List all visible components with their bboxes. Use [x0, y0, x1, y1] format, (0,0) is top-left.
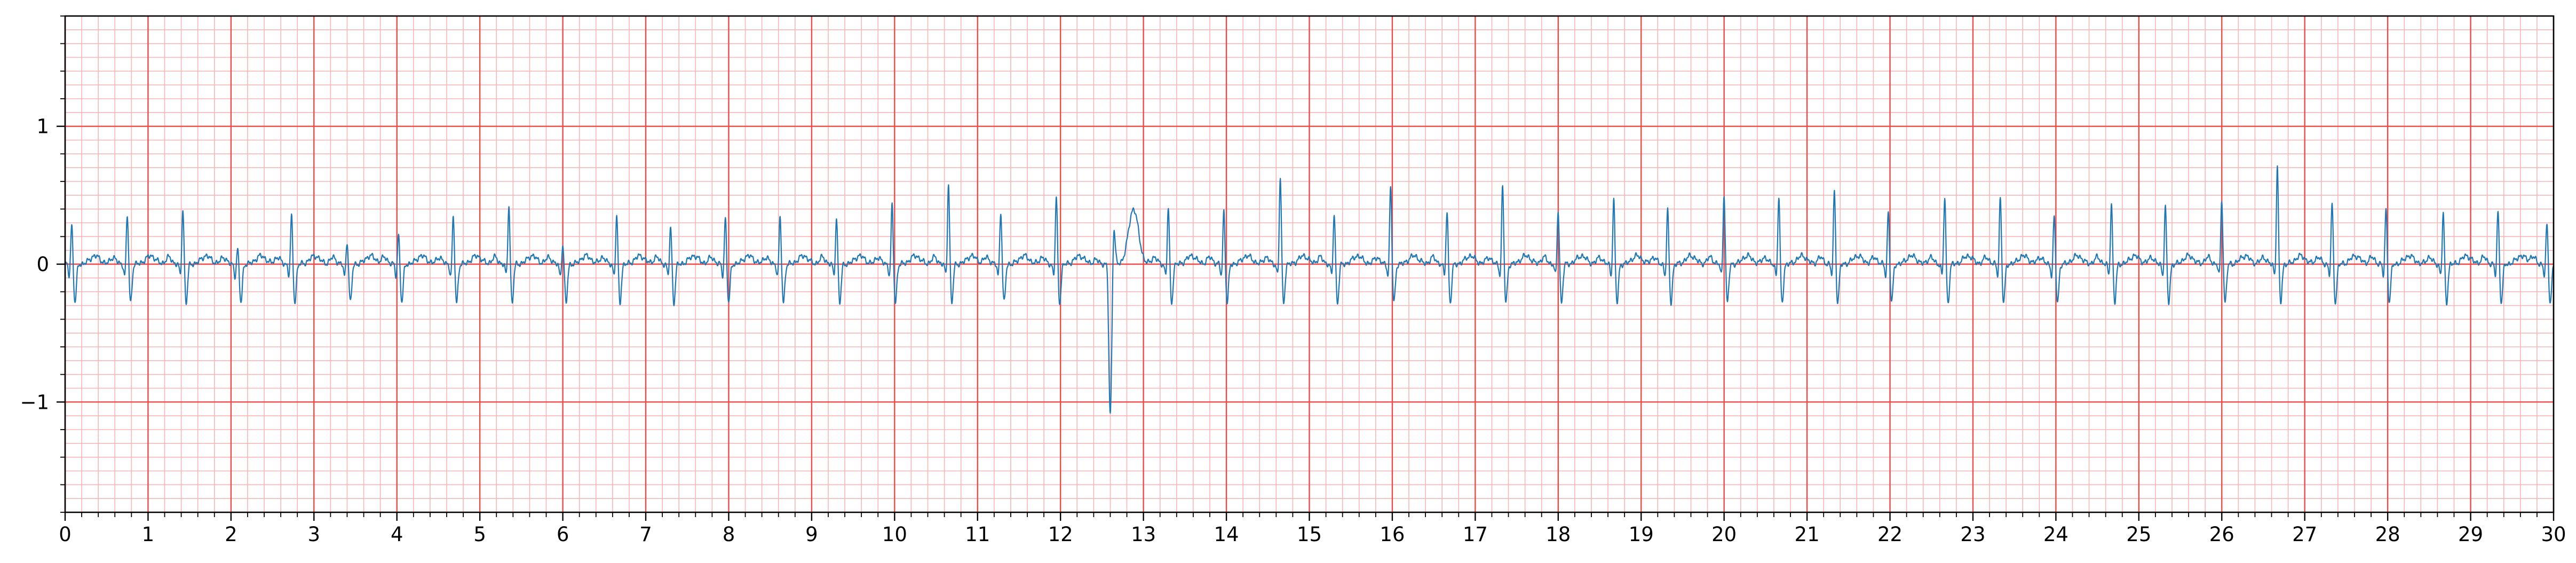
y-axis: −1 0 1 — [20, 15, 65, 513]
x-tick-label: 5 — [473, 523, 486, 546]
y-tick-label: 1 — [36, 115, 49, 138]
x-tick-label: 18 — [1545, 523, 1571, 546]
x-axis: 0 1 2 3 4 5 6 7 8 9 10 11 12 13 14 15 16 17 18 19 20 21 22 23 24… — [59, 512, 2566, 546]
x-tick-label: 19 — [1629, 523, 1654, 546]
x-tick-label: 6 — [557, 523, 569, 546]
x-tick-label: 15 — [1297, 523, 1322, 546]
x-tick-label: 2 — [225, 523, 237, 546]
x-tick-label: 17 — [1463, 523, 1488, 546]
x-tick-label: 10 — [882, 523, 907, 546]
x-tick-label: 27 — [2292, 523, 2317, 546]
x-tick-label: 23 — [1960, 523, 1985, 546]
x-tick-label: 8 — [723, 523, 735, 546]
x-tick-label: 0 — [59, 523, 72, 546]
major-grid — [64, 16, 2555, 512]
x-tick-label: 9 — [805, 523, 818, 546]
y-tick-label: 0 — [36, 253, 49, 276]
x-tick-label: 20 — [1711, 523, 1737, 546]
x-tick-label: 21 — [1795, 523, 1820, 546]
x-tick-label: 1 — [142, 523, 155, 546]
ecg-series-line — [65, 165, 2554, 414]
x-tick-label: 28 — [2375, 523, 2400, 546]
x-tick-label: 16 — [1380, 523, 1405, 546]
y-tick-label: −1 — [20, 391, 49, 414]
x-tick-label: 22 — [1877, 523, 1903, 546]
x-tick-label: 14 — [1214, 523, 1239, 546]
ecg-trace — [65, 165, 2554, 414]
x-tick-label: 24 — [2043, 523, 2068, 546]
x-tick-label: 29 — [2458, 523, 2483, 546]
x-tick-label: 25 — [2126, 523, 2151, 546]
x-tick-label: 7 — [639, 523, 652, 546]
x-tick-label: 30 — [2541, 523, 2566, 546]
x-tick-label: 4 — [391, 523, 403, 546]
x-tick-label: 12 — [1048, 523, 1073, 546]
x-tick-label: 3 — [308, 523, 321, 546]
x-tick-label: 13 — [1131, 523, 1156, 546]
x-tick-label: 11 — [965, 523, 990, 546]
x-tick-label: 26 — [2209, 523, 2234, 546]
